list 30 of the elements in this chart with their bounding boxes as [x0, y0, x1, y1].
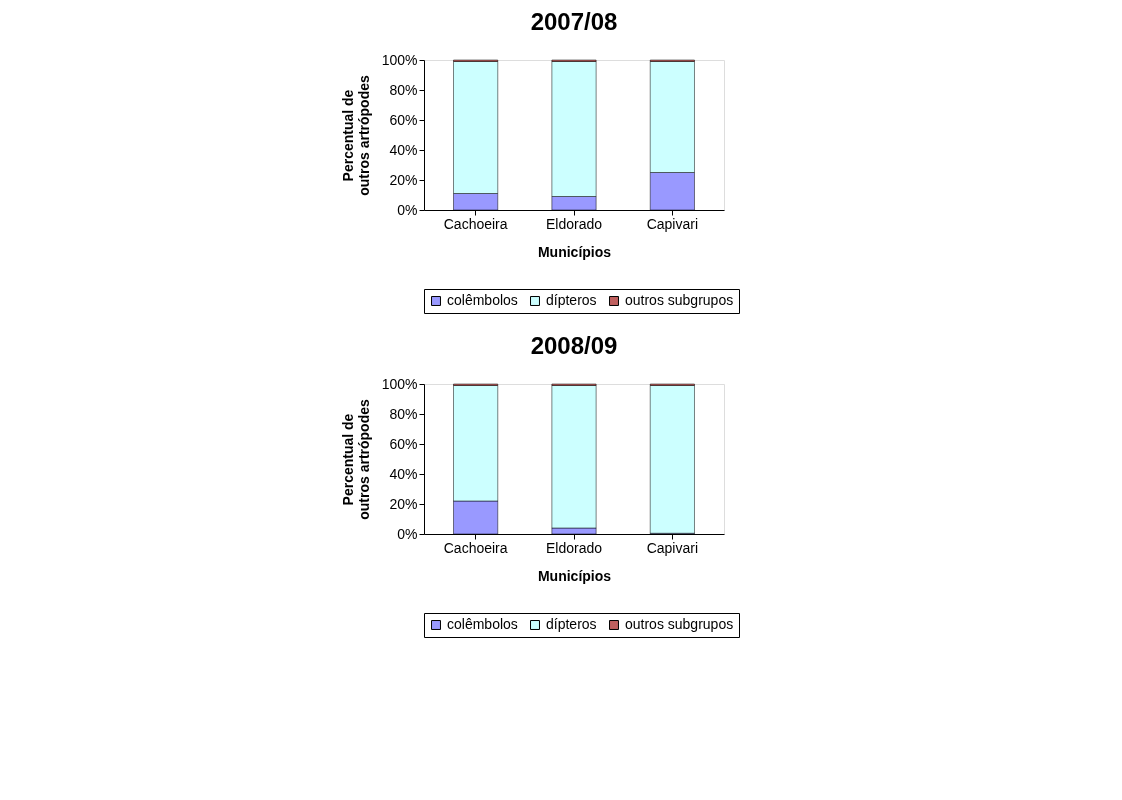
x-tick-label: Eldorado [545, 215, 603, 232]
y-tick-label: 0% [397, 201, 418, 218]
x-axis-title: Municípios [537, 243, 612, 260]
chart-title: 2008/09 [530, 332, 618, 359]
legend-label: outros subgrupos [625, 292, 734, 308]
y-tick-label: 40% [389, 141, 418, 158]
y-tick-label: 80% [389, 81, 418, 98]
legend-label: outros subgrupos [625, 616, 734, 632]
legend-label: dípteros [546, 292, 597, 308]
x-tick-label: Cachoeira [443, 539, 508, 556]
legend-label: colêmbolos [447, 616, 518, 632]
x-tick-label: Cachoeira [443, 215, 508, 232]
y-tick-label: 20% [389, 495, 418, 512]
y-tick-label: 0% [397, 525, 418, 542]
x-tick-label: Capivari [646, 539, 699, 556]
y-tick-label: 60% [389, 435, 418, 452]
legend-label: colêmbolos [447, 292, 518, 308]
y-tick-label: 100% [381, 51, 418, 68]
legend-label: dípteros [546, 616, 597, 632]
y-axis-title: Percentual de outros artrópodes [339, 75, 372, 196]
x-tick-label: Eldorado [545, 539, 603, 556]
x-axis-title: Municípios [537, 567, 612, 584]
x-tick-label: Capivari [646, 215, 699, 232]
y-tick-label: 100% [381, 375, 418, 392]
y-axis-title: Percentual de outros artrópodes [339, 399, 372, 520]
chart-title: 2007/08 [530, 8, 618, 35]
y-tick-label: 80% [389, 405, 418, 422]
y-tick-label: 20% [389, 171, 418, 188]
y-tick-label: 60% [389, 111, 418, 128]
y-tick-label: 40% [389, 465, 418, 482]
